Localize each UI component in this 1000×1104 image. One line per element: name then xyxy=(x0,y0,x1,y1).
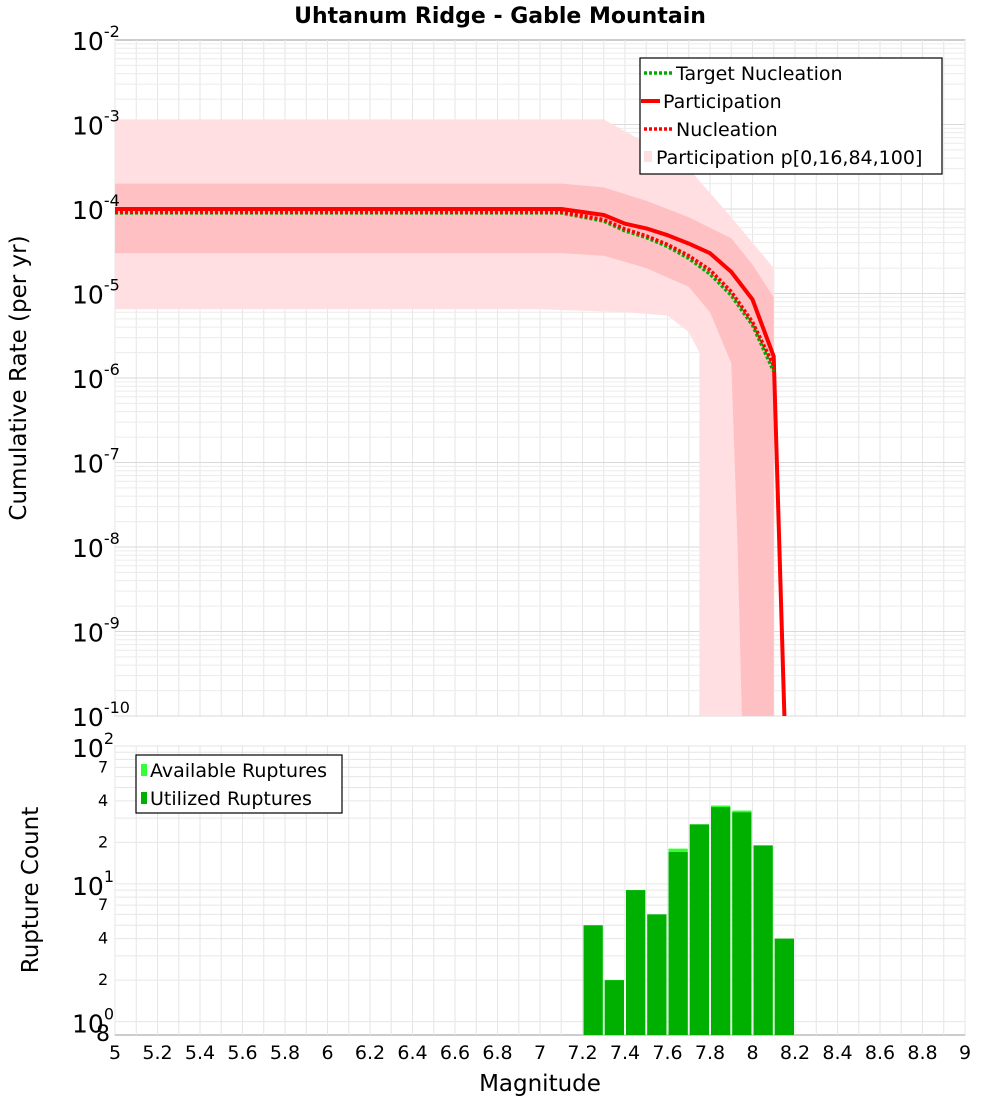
x-tick-label: 7.2 xyxy=(567,1042,597,1064)
count-y-tick-label: 2 xyxy=(98,832,108,851)
rate-lines xyxy=(115,207,787,717)
count-y-tick-label: 7 xyxy=(98,757,108,776)
rate-y-tick-label: 10-3 xyxy=(72,107,120,141)
x-tick-label: 5.2 xyxy=(142,1042,172,1064)
magnitude-x-ticks: 5 5.2 5.4 5.6 5.8 6 6.2 6.4 6.6 6.8 7 7.2 7.4 7.6 7.8 8… xyxy=(109,1042,971,1064)
x-tick-label: 8.6 xyxy=(865,1042,895,1064)
band-p16-p84 xyxy=(115,183,774,716)
x-axis-label: Magnitude xyxy=(479,1071,601,1097)
participation-bands xyxy=(115,119,774,716)
band-p0-p100 xyxy=(115,119,774,716)
count-legend: Available Ruptures Utilized Ruptures xyxy=(135,754,343,814)
legend-utilized-swatch xyxy=(141,792,147,804)
rate-y-tick-label: 10-9 xyxy=(72,614,120,648)
legend-available-ruptures: Available Ruptures xyxy=(150,760,327,782)
count-y-tick-label: 7 xyxy=(98,895,108,914)
x-tick-label: 7 xyxy=(534,1042,546,1064)
count-y-tick-label: 4 xyxy=(98,929,108,948)
series-line-nucleation xyxy=(115,210,776,367)
chart-title: Uhtanum Ridge - Gable Mountain xyxy=(294,4,706,29)
count-y-tick-label: 8 xyxy=(96,1022,110,1047)
legend-nucleation: Nucleation xyxy=(676,119,778,141)
x-tick-label: 6 xyxy=(321,1042,333,1064)
x-tick-label: 7.8 xyxy=(695,1042,725,1064)
legend-target-nucleation: Target Nucleation xyxy=(675,63,843,85)
x-tick-label: 7.4 xyxy=(610,1042,640,1064)
x-tick-label: 8.8 xyxy=(907,1042,937,1064)
bar-utilized xyxy=(583,925,603,1035)
count-y-axis-label: Rupture Count xyxy=(18,807,44,973)
rate-legend: Target Nucleation Participation Nucleati… xyxy=(639,57,943,175)
bar-utilized xyxy=(647,914,667,1035)
rate-y-tick-label: 10-6 xyxy=(72,360,120,394)
count-legend-box xyxy=(135,754,343,814)
x-tick-label: 6.6 xyxy=(440,1042,470,1064)
x-tick-label: 5.6 xyxy=(227,1042,257,1064)
rate-y-tick-label: 10-5 xyxy=(72,276,120,310)
legend-participation-band-swatch xyxy=(644,151,652,162)
bar-utilized xyxy=(689,824,709,1035)
count-y-tick-label: 4 xyxy=(98,791,108,810)
x-tick-label: 5 xyxy=(109,1042,121,1064)
bar-utilized xyxy=(626,890,646,1035)
x-tick-label: 8 xyxy=(746,1042,758,1064)
rate-legend-box xyxy=(639,57,943,175)
x-tick-label: 6.4 xyxy=(397,1042,427,1064)
rate-y-axis-label: Cumulative Rate (per yr) xyxy=(6,235,32,520)
bar-utilized xyxy=(668,852,688,1035)
rate-y-tick-label: 10-4 xyxy=(72,191,120,225)
count-grid xyxy=(114,745,966,1035)
bar-utilized xyxy=(604,980,624,1035)
legend-participation-band: Participation p[0,16,84,100] xyxy=(656,147,922,169)
bar-utilized xyxy=(711,807,731,1035)
rate-y-tick-label: 10-2 xyxy=(72,22,120,56)
count-y-tick-label: 2 xyxy=(98,970,108,989)
x-tick-label: 6.8 xyxy=(482,1042,512,1064)
bar-utilized xyxy=(774,938,794,1035)
legend-utilized-ruptures: Utilized Ruptures xyxy=(150,788,312,810)
bar-utilized xyxy=(753,845,773,1035)
x-tick-label: 5.8 xyxy=(270,1042,300,1064)
series-line-participation xyxy=(115,207,787,717)
count-bars xyxy=(583,805,794,1035)
legend-available-swatch xyxy=(141,764,147,776)
x-tick-label: 7.6 xyxy=(652,1042,682,1064)
rate-y-tick-label: 10-10 xyxy=(72,698,130,732)
legend-participation: Participation xyxy=(663,91,782,113)
x-tick-label: 8.4 xyxy=(822,1042,852,1064)
x-tick-label: 6.2 xyxy=(355,1042,385,1064)
rate-y-tick-label: 10-7 xyxy=(72,445,120,479)
x-tick-label: 8.2 xyxy=(780,1042,810,1064)
x-tick-label: 9 xyxy=(959,1042,971,1064)
x-tick-label: 5.4 xyxy=(185,1042,215,1064)
bar-utilized xyxy=(732,812,752,1035)
rate-y-tick-label: 10-8 xyxy=(72,529,120,563)
